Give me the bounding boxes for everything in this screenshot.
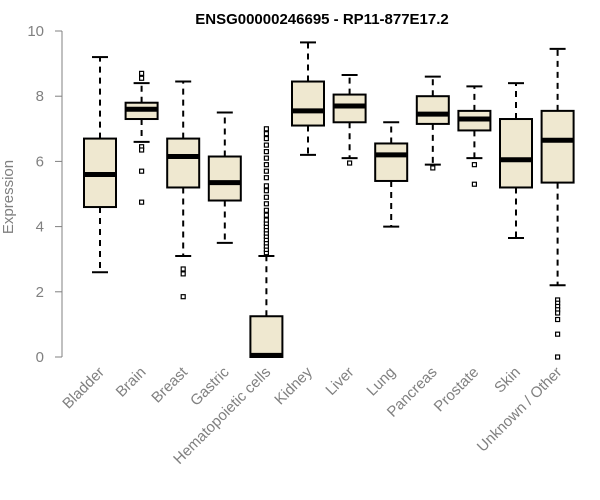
x-tick-label-liver: Liver: [322, 364, 357, 399]
outlier-point: [263, 188, 269, 194]
x-tick-label-brain: Brain: [113, 364, 150, 401]
outlier-point: [263, 217, 269, 223]
box-liver: [332, 74, 367, 166]
chart-title: ENSG00000246695 - RP11-877E17.2: [195, 11, 449, 28]
outlier-point: [554, 331, 561, 337]
y-tick-label-8: 8: [36, 88, 44, 105]
x-tick-label-prostate: Prostate: [431, 364, 483, 416]
y-axis-label: Expression: [0, 160, 17, 234]
outlier-point: [139, 199, 145, 205]
iqr-box: [249, 315, 284, 358]
iqr-box: [415, 95, 450, 125]
outlier-point: [263, 149, 269, 155]
outlier-point: [263, 126, 269, 132]
outlier-point: [554, 316, 561, 323]
iqr-box: [207, 155, 242, 202]
iqr-box: [374, 142, 409, 182]
x-tick-label-breast: Breast: [148, 363, 191, 406]
outlier-point: [471, 181, 477, 187]
outlier-point: [139, 70, 145, 76]
outlier-point: [430, 165, 436, 171]
box-unknown-other: [540, 47, 575, 360]
outlier-point: [139, 75, 145, 81]
iqr-box: [499, 118, 533, 189]
box-series: [83, 41, 575, 360]
box-brain: [124, 70, 159, 205]
outlier-point: [263, 194, 269, 200]
outlier-point: [139, 168, 145, 174]
y-tick-label-2: 2: [36, 284, 44, 301]
y-tick-label-10: 10: [27, 23, 44, 40]
outlier-point: [263, 183, 269, 189]
outlier-point: [263, 162, 269, 168]
x-tick-label-skin: Skin: [491, 364, 524, 397]
x-tick-label-kidney: Kidney: [271, 363, 316, 408]
y-tick-label-6: 6: [36, 153, 44, 170]
box-pancreas: [415, 75, 450, 171]
y-tick-label-4: 4: [36, 219, 44, 236]
outlier-point: [263, 168, 269, 174]
box-skin: [499, 82, 533, 240]
box-lung: [374, 121, 409, 228]
iqr-box: [540, 109, 575, 184]
iqr-box: [166, 137, 201, 189]
outlier-point: [263, 135, 269, 142]
outlier-point: [263, 207, 269, 213]
outlier-point: [263, 142, 269, 148]
outlier-point: [139, 147, 145, 153]
iqr-box: [291, 80, 325, 127]
outlier-point: [554, 354, 561, 360]
outlier-point: [180, 294, 186, 300]
x-tick-label-bladder: Bladder: [59, 364, 108, 413]
outlier-point: [180, 271, 186, 277]
outlier-point: [471, 162, 477, 168]
outlier-point: [263, 175, 269, 181]
outlier-point: [263, 212, 269, 218]
y-axis-ticks: 0 2 4 6 8 10: [27, 23, 62, 366]
box-breast: [166, 80, 201, 300]
box-kidney: [291, 41, 325, 156]
box-bladder: [83, 56, 117, 274]
outlier-point: [554, 310, 561, 316]
outlier-point: [263, 131, 269, 137]
outlier-point: [180, 266, 186, 272]
box-gastric: [207, 111, 242, 244]
y-tick-label-0: 0: [36, 349, 44, 366]
box-prostate: [457, 85, 492, 187]
x-tick-label-lung: Lung: [363, 364, 399, 400]
outlier-point: [263, 155, 269, 161]
box-hematopoietic-cells: [249, 126, 284, 358]
outlier-point: [347, 160, 353, 166]
outlier-point: [263, 201, 269, 207]
